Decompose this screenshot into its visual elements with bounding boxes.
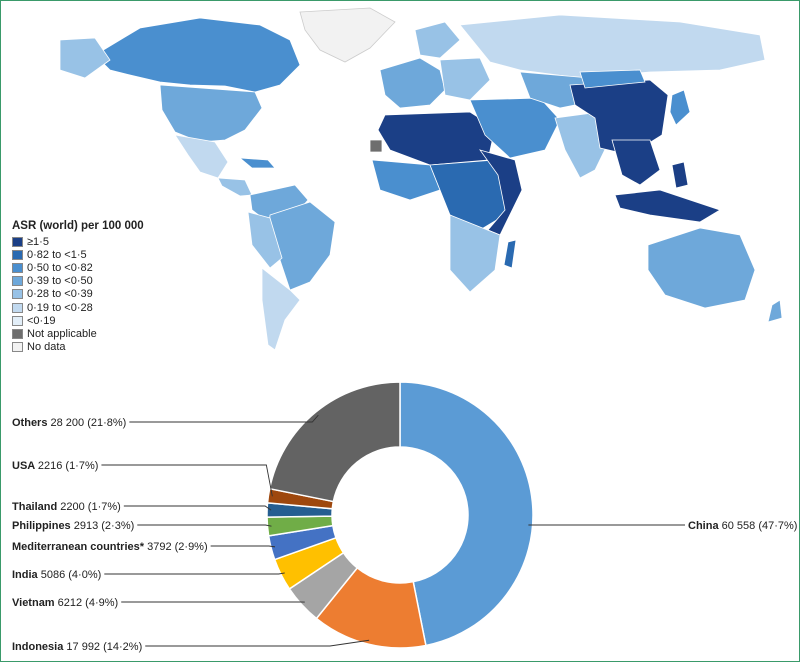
legend-swatch <box>12 249 23 260</box>
slice-label-name: Indonesia <box>12 641 66 653</box>
slice-label-value: 5086 (4·0%) <box>41 569 102 581</box>
slice-label-value: 3792 (2·9%) <box>147 541 208 553</box>
map-region-indonesia <box>614 189 721 223</box>
legend-label: No data <box>27 341 66 354</box>
map-region-canada <box>94 17 301 93</box>
map-region-usa <box>159 84 263 143</box>
slice-leader-line <box>123 505 272 511</box>
map-region-mexico <box>174 134 229 179</box>
slice-label-value: 2216 (1·7%) <box>38 460 99 472</box>
slice-label: China 60 558 (47·7%) <box>688 520 797 532</box>
slice-label-name: Others <box>12 417 51 429</box>
donut-slice-china <box>399 381 534 647</box>
legend-swatch <box>12 328 23 339</box>
slice-label-name: China <box>688 520 722 532</box>
legend-swatch <box>12 236 23 247</box>
legend-item: Not applicable <box>12 327 144 340</box>
legend-swatch <box>12 302 23 313</box>
slice-label-name: Vietnam <box>12 597 58 609</box>
map-region-europe-west <box>379 57 446 109</box>
slice-label-value: 28 200 (21·8%) <box>51 417 127 429</box>
slice-label-value: 60 558 (47·7%) <box>722 520 798 532</box>
map-region-west-africa <box>371 159 441 201</box>
map-region-russia <box>459 14 766 79</box>
slice-label-value: 2913 (2·3%) <box>74 520 135 532</box>
map-region-alaska <box>59 37 111 79</box>
legend-swatch <box>12 276 23 287</box>
legend-label: ≥1·5 <box>27 235 49 248</box>
slice-label-name: Philippines <box>12 520 74 532</box>
donut-slice-others <box>268 381 401 503</box>
legend-item: <0·19 <box>12 314 144 327</box>
map-region-europe-east <box>439 57 491 101</box>
slice-label-name: USA <box>12 460 38 472</box>
legend-swatch <box>12 262 23 273</box>
map-region-north-africa <box>377 111 496 166</box>
map-region-madagascar <box>503 239 517 269</box>
donut-chart: China 60 558 (47·7%) Indonesia 17 992 (14… <box>12 381 797 653</box>
slice-leader-line <box>210 545 276 548</box>
legend-label: 0·19 to <0·28 <box>27 301 93 314</box>
map-legend: ASR (world) per 100 000 ≥1·5 0·82 to <1·5… <box>12 220 144 354</box>
legend-swatch <box>12 289 23 300</box>
map-region-mongolia <box>579 69 646 89</box>
legend-label: 0·28 to <0·39 <box>27 288 93 301</box>
legend-item: No data <box>12 341 144 354</box>
legend-item: 0·50 to <0·82 <box>12 261 144 274</box>
map-region-peru-bolivia <box>247 211 283 269</box>
map-region-argentina-chile <box>261 267 301 351</box>
slice-label: India 5086 (4·0%) <box>12 569 101 581</box>
map-region-philippines <box>671 161 689 189</box>
map-region-greenland <box>299 7 396 63</box>
map-region-japan <box>669 89 691 126</box>
slice-label: Mediterranean countries* 3792 (2·9%) <box>12 541 208 553</box>
slice-label-name: Mediterranean countries* <box>12 541 147 553</box>
slice-label: Thailand 2200 (1·7%) <box>12 501 121 513</box>
map-region-central-america <box>217 177 253 197</box>
legend-title: ASR (world) per 100 000 <box>12 220 144 232</box>
map-region-scandinavia <box>414 21 461 59</box>
slice-label-name: India <box>12 569 41 581</box>
map-region-southeast-asia <box>611 139 661 186</box>
slice-label: USA 2216 (1·7%) <box>12 460 98 472</box>
slice-label: Indonesia 17 992 (14·2%) <box>12 641 142 653</box>
map-region-new-zealand <box>767 299 783 323</box>
slice-leader-line <box>129 414 319 423</box>
legend-label: 0·39 to <0·50 <box>27 275 93 288</box>
map-region-caribbean <box>238 157 276 169</box>
slice-leader-line <box>104 572 285 575</box>
slice-label-value: 6212 (4·9%) <box>58 597 119 609</box>
slice-label-value: 17 992 (14·2%) <box>66 641 142 653</box>
slice-label: Others 28 200 (21·8%) <box>12 417 126 429</box>
map-region-western-sahara <box>369 139 383 153</box>
map-region-australia <box>647 227 756 309</box>
slice-leader-line <box>145 639 370 647</box>
legend-label: 0·82 to <1·5 <box>27 248 87 261</box>
slice-label-name: Thailand <box>12 501 60 513</box>
legend-swatch <box>12 342 23 353</box>
slice-label: Philippines 2913 (2·3%) <box>12 520 134 532</box>
legend-swatch <box>12 315 23 326</box>
legend-label: Not applicable <box>27 327 97 340</box>
legend-item: 0·28 to <0·39 <box>12 288 144 301</box>
legend-item: 0·19 to <0·28 <box>12 301 144 314</box>
slice-label-value: 2200 (1·7%) <box>60 501 121 513</box>
map-region-southern-africa <box>449 214 501 293</box>
slice-leader-line <box>101 464 273 497</box>
legend-item: 0·39 to <0·50 <box>12 275 144 288</box>
legend-label: 0·50 to <0·82 <box>27 261 93 274</box>
legend-item: 0·82 to <1·5 <box>12 248 144 261</box>
legend-label: <0·19 <box>27 314 56 327</box>
legend-item: ≥1·5 <box>12 235 144 248</box>
slice-leader-line <box>137 524 272 527</box>
legend-rows: ≥1·5 0·82 to <1·5 0·50 to <0·82 0·39 to <0·… <box>12 235 144 354</box>
world-choropleth-map <box>59 7 783 351</box>
slice-label: Vietnam 6212 (4·9%) <box>12 597 118 609</box>
